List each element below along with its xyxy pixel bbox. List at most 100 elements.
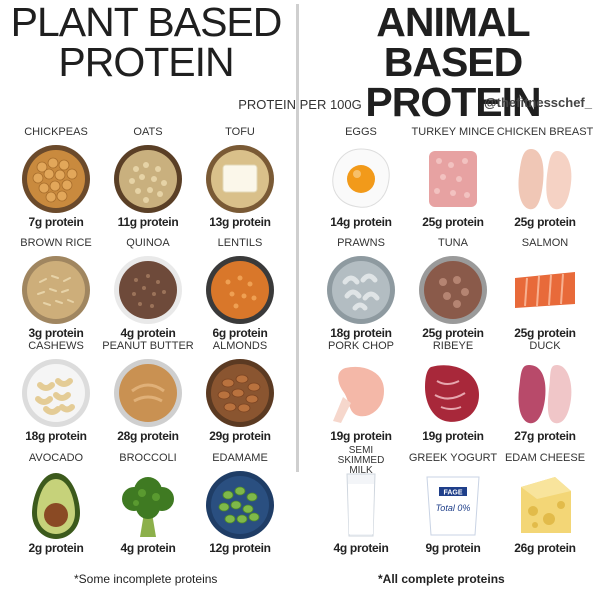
food-name: CASHEWS: [28, 340, 84, 352]
food-name: CHICKEN BREAST: [496, 126, 594, 138]
food-name: PORK CHOP: [327, 340, 394, 352]
food-name: AVOCADO: [28, 452, 84, 464]
edam-cheese-icon: [521, 477, 571, 533]
food-card-cashews: CASHEWS 18g protein: [7, 341, 105, 449]
food-card-duck: DUCK 27g protein: [496, 341, 594, 449]
protein-amount: 4g protein: [333, 541, 389, 555]
food-name: LENTILS: [217, 237, 263, 249]
food-name: GREEK YOGURT: [408, 452, 498, 464]
protein-amount: 6g protein: [212, 326, 268, 340]
protein-amount: 12g protein: [209, 541, 271, 555]
protein-amount: 13g protein: [209, 215, 271, 229]
food-name: RIBEYE: [432, 340, 474, 352]
protein-amount: 11g protein: [117, 215, 179, 229]
protein-amount: 25g protein: [422, 326, 484, 340]
food-name: EDAMAME: [212, 452, 268, 464]
protein-amount: 4g protein: [120, 541, 176, 555]
salmon-icon: [515, 272, 575, 308]
food-name: OATS: [133, 126, 163, 138]
animal-title-line1: ANIMAL BASED: [376, 0, 530, 85]
food-name: PRAWNS: [337, 237, 385, 249]
food-card-brown-rice: BROWN RICE 3g protein: [7, 238, 105, 346]
column-divider: [296, 4, 299, 472]
almonds-icon: [206, 359, 274, 427]
protein-amount: 3g protein: [28, 326, 84, 340]
plant-title-line1: PLANT BASED: [10, 0, 283, 45]
food-name: TOFU: [225, 126, 255, 138]
protein-amount: 28g protein: [117, 429, 179, 443]
avocado-icon: [32, 473, 80, 539]
food-card-ribeye: RIBEYE 19g protein: [404, 341, 502, 449]
protein-amount: 18g protein: [330, 326, 392, 340]
protein-amount: 19g protein: [422, 429, 484, 443]
food-name: ALMONDS: [212, 340, 268, 352]
cashews-icon: [22, 359, 90, 427]
yogurt-variant: Total 0%: [436, 503, 471, 513]
food-card-oats: OATS 11g protein: [99, 127, 197, 235]
protein-amount: 25g protein: [514, 215, 576, 229]
food-card-eggs: EGGS 14g protein: [312, 127, 410, 235]
animal-title-line2: PROTEIN: [365, 79, 541, 125]
food-card-prawns: PRAWNS 18g protein: [312, 238, 410, 346]
protein-amount: 4g protein: [120, 326, 176, 340]
duck-icon: [518, 365, 572, 424]
animal-footnote: *All complete proteins: [378, 572, 505, 586]
food-card-lentils: LENTILS 6g protein: [191, 238, 289, 346]
protein-amount: 29g protein: [209, 429, 271, 443]
food-name: SEMI SKIMMED MILK: [337, 445, 385, 476]
protein-amount: 14g protein: [330, 215, 392, 229]
food-card-chicken-breast: CHICKEN BREAST 25g protein: [496, 127, 594, 235]
food-card-semi-skimmed-milk: SEMI SKIMMED MILK 4g protein: [312, 445, 410, 556]
protein-amount: 19g protein: [330, 429, 392, 443]
food-name: QUINOA: [126, 237, 170, 249]
food-name: DUCK: [529, 340, 561, 352]
pork-chop-icon: [333, 365, 387, 423]
peanut-butter-icon: [114, 359, 182, 427]
plant-title-line2: PROTEIN: [58, 39, 234, 85]
brown-rice-icon: [22, 256, 90, 324]
turkey-mince-icon: [429, 151, 477, 207]
broccoli-icon: [122, 477, 174, 537]
food-name: BROWN RICE: [20, 237, 92, 249]
greek-yogurt-icon: FAGE Total 0%: [426, 476, 480, 536]
food-name: EDAM CHEESE: [504, 452, 586, 464]
plant-title: PLANT BASED PROTEIN: [0, 0, 292, 85]
plant-footnote: *Some incomplete proteins: [74, 572, 218, 586]
oats-icon: [114, 145, 182, 213]
protein-amount: 27g protein: [514, 429, 576, 443]
author-handle: @thefitnesschef_: [483, 95, 592, 110]
food-name: SALMON: [521, 237, 569, 249]
egg-icon: [332, 148, 390, 208]
food-card-almonds: ALMONDS 29g protein: [191, 341, 289, 449]
prawns-icon: [327, 256, 395, 324]
lentils-icon: [206, 256, 274, 324]
edamame-icon: [206, 471, 274, 539]
food-card-greek-yogurt: GREEK YOGURT FAGE Total 0% 9g protein: [404, 453, 502, 561]
tofu-icon: [206, 145, 274, 213]
food-card-quinoa: QUINOA 4g protein: [99, 238, 197, 346]
protein-amount: 2g protein: [28, 541, 84, 555]
tuna-icon: [419, 256, 487, 324]
food-name: TUNA: [438, 237, 468, 249]
food-card-salmon: SALMON 25g protein: [496, 238, 594, 346]
food-card-tofu: TOFU 13g protein: [191, 127, 289, 235]
food-name: PEANUT BUTTER: [102, 340, 194, 352]
milk-icon: [346, 473, 376, 537]
subtitle: PROTEIN PER 100G: [238, 97, 362, 112]
food-card-turkey-mince: TURKEY MINCE 25g protein: [404, 127, 502, 235]
food-card-edam-cheese: EDAM CHEESE 26g protein: [496, 453, 594, 561]
ribeye-icon: [425, 365, 479, 422]
protein-amount: 25g protein: [422, 215, 484, 229]
food-card-avocado: AVOCADO 2g protein: [7, 453, 105, 561]
food-name: CHICKPEAS: [24, 126, 88, 138]
yogurt-brand: FAGE: [443, 490, 462, 497]
protein-amount: 18g protein: [25, 429, 87, 443]
food-card-broccoli: BROCCOLI 4g protein: [99, 453, 197, 561]
food-name: BROCCOLI: [119, 452, 177, 464]
chickpeas-icon: [22, 145, 90, 213]
quinoa-icon: [114, 256, 182, 324]
protein-amount: 25g protein: [514, 326, 576, 340]
protein-amount: 26g protein: [514, 541, 576, 555]
animal-title: ANIMAL BASED PROTEIN: [306, 0, 600, 125]
food-card-edamame: EDAMAME 12g protein: [191, 453, 289, 561]
